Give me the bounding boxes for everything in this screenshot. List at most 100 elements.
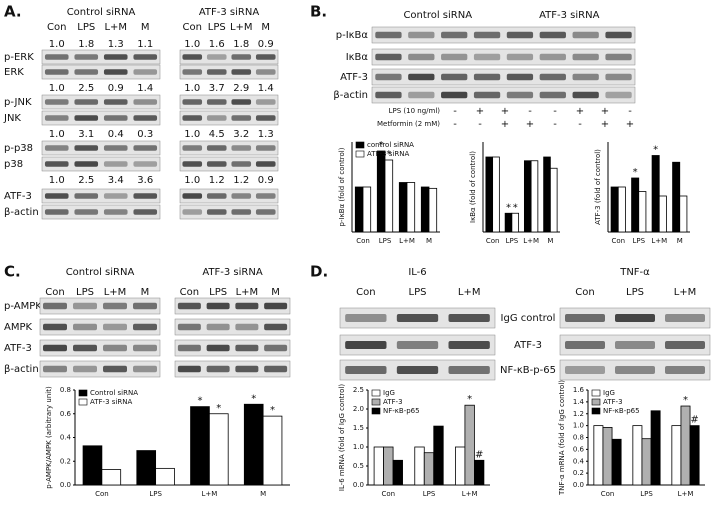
blot-band <box>605 31 632 39</box>
y-tick-label: 0.6 <box>573 445 585 453</box>
bar <box>433 425 444 486</box>
bar <box>485 156 494 233</box>
treatment-sign: + <box>501 119 509 130</box>
blot-band <box>133 161 158 167</box>
densitometry-value: 1.2 <box>209 175 225 186</box>
blot-band <box>264 365 288 373</box>
lane-label: LPS <box>76 287 94 298</box>
blot-band <box>74 54 99 60</box>
legend-label: control siRNA <box>367 141 414 149</box>
blot-band <box>473 73 501 81</box>
y-axis-label: p-AMPK/AMPK (arbitrary unit) <box>45 386 53 489</box>
blot-strip <box>41 140 161 156</box>
blot-strip <box>41 156 161 172</box>
bar <box>423 452 435 486</box>
bar <box>428 187 438 233</box>
densitometry-value: 2.5 <box>78 175 94 186</box>
y-tick-label: 0.4 <box>60 434 72 442</box>
blot-band <box>264 302 288 310</box>
legend-swatch <box>591 389 601 397</box>
blot-strip <box>41 110 161 126</box>
treatment-sign: - <box>478 119 482 130</box>
blot-band <box>264 344 288 352</box>
blot-band <box>206 145 227 151</box>
legend-label: ATF-3 siRNA <box>90 398 132 406</box>
blot-band <box>255 99 276 105</box>
lane-label: LPS <box>409 287 427 298</box>
x-tick-label: M <box>260 490 266 498</box>
bar <box>680 405 691 486</box>
x-tick-label: LPS <box>379 237 392 245</box>
blot-strip <box>371 26 636 44</box>
densitometry-value: 1.8 <box>78 39 94 50</box>
x-tick-label: Con <box>382 490 396 498</box>
legend-swatch <box>371 389 381 397</box>
blot-band <box>473 31 501 39</box>
blot-band <box>103 209 128 215</box>
treatment-sign: + <box>501 106 509 117</box>
legend-swatch <box>78 389 88 397</box>
blot-band <box>473 91 501 99</box>
bar <box>384 159 394 233</box>
blot-band <box>206 69 227 75</box>
blot-band <box>206 99 227 105</box>
blot-band <box>74 193 99 199</box>
y-tick-label: 0.6 <box>60 410 72 418</box>
legend-label: ATF-3 siRNA <box>367 150 409 158</box>
legend-swatch <box>591 398 601 406</box>
lane-label: Con <box>47 22 66 33</box>
blot-band <box>177 302 201 310</box>
densitometry-value: 1.2 <box>233 175 249 186</box>
blot-band <box>103 54 128 60</box>
lane-label: L+M <box>104 287 127 298</box>
blot-band <box>44 99 69 105</box>
blot-band <box>539 91 566 99</box>
lane-label: M <box>271 287 280 298</box>
x-tick-label: LPS <box>640 490 653 498</box>
bar <box>101 469 122 486</box>
bar <box>504 212 513 233</box>
blot-band <box>375 73 402 81</box>
blot-band <box>103 69 128 75</box>
blot-band <box>255 145 276 151</box>
row-label: JNK <box>3 113 21 124</box>
y-tick-label: 0.8 <box>573 434 584 442</box>
blot-band <box>103 99 128 105</box>
blot-strip <box>41 94 161 110</box>
bar <box>354 186 364 233</box>
blot-band <box>396 341 439 349</box>
blot-band <box>206 209 227 215</box>
x-tick-label: LPS <box>149 490 162 498</box>
row-label: p-IκBα <box>336 30 369 41</box>
blot-band <box>255 69 276 75</box>
blot-band <box>73 302 97 310</box>
x-tick-label: L+M <box>678 490 694 498</box>
blot-band <box>44 193 69 199</box>
blot-band <box>74 99 99 105</box>
blot-strip <box>39 360 161 378</box>
blot-band <box>182 193 203 199</box>
blot-band <box>133 302 157 310</box>
bar <box>511 212 520 233</box>
y-axis-label: TNF-α mRNA (fold of IgG control) <box>558 380 566 496</box>
blot-strip <box>179 204 279 220</box>
blot-band <box>133 69 158 75</box>
row-label: ATF-3 <box>4 191 32 202</box>
lane-label: M <box>141 22 150 33</box>
x-tick-label: L+M <box>523 237 539 245</box>
blot-band <box>133 115 158 121</box>
row-label: NF-κB-p-65 <box>500 365 556 376</box>
x-tick-label: LPS <box>632 237 645 245</box>
treatment-label: Metformin (2 mM) <box>377 120 440 128</box>
significance-mark: # <box>690 415 698 426</box>
bar <box>651 155 660 233</box>
lane-label: L+M <box>236 287 259 298</box>
blot-band <box>182 69 203 75</box>
densitometry-value: 1.0 <box>49 83 65 94</box>
blot-band <box>133 344 157 352</box>
bar <box>155 467 175 486</box>
blot-strip <box>179 64 279 80</box>
blot-band <box>506 53 534 61</box>
panel-label: D. <box>310 263 328 281</box>
significance-mark: * <box>633 167 638 178</box>
